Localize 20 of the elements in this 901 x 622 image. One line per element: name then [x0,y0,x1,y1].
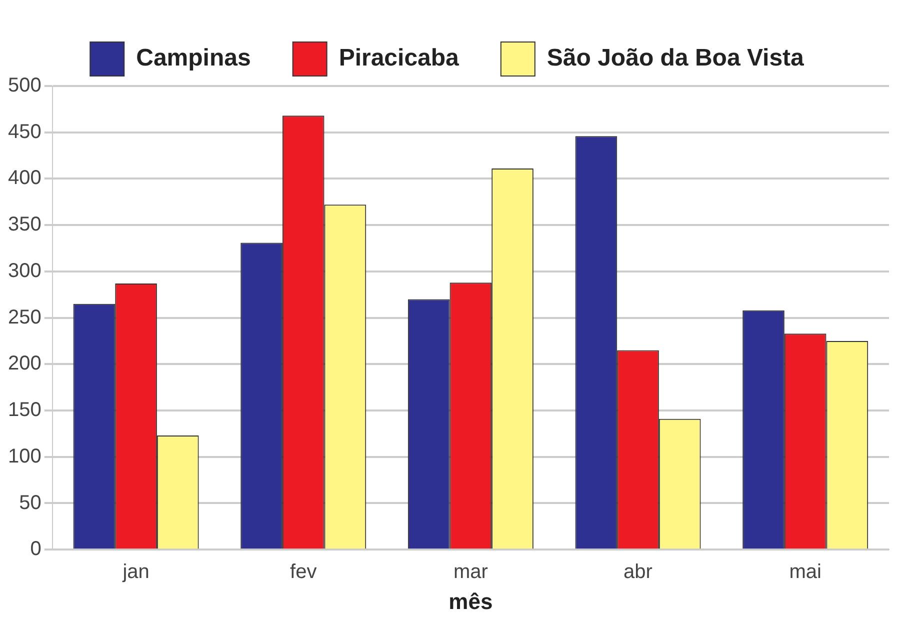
y-tick-label: 0 [30,538,42,560]
y-tick-label: 50 [19,492,42,514]
y-tick-label: 200 [8,352,42,375]
legend-label: Piracicaba [338,44,460,72]
x-tick-label: mar [453,561,488,584]
x-axis-title: mês [448,588,493,614]
y-tick-label: 450 [8,120,42,143]
y-tick-label: 400 [8,167,42,190]
x-tick-label: fev [290,561,317,584]
y-tick-label: 300 [8,260,42,282]
x-tick-label: abr [624,561,653,584]
x-tick-label: mai [789,561,822,584]
y-tick-label: 350 [8,214,42,236]
y-tick-label: 250 [8,306,42,328]
x-tick-label: jan [122,561,150,584]
legend-label: São João da Boa Vista [546,44,805,72]
legend-label: Campinas [136,44,251,72]
y-tick-label: 100 [8,445,42,468]
y-tick-label: 500 [8,74,42,97]
y-tick-label: 150 [8,399,42,422]
